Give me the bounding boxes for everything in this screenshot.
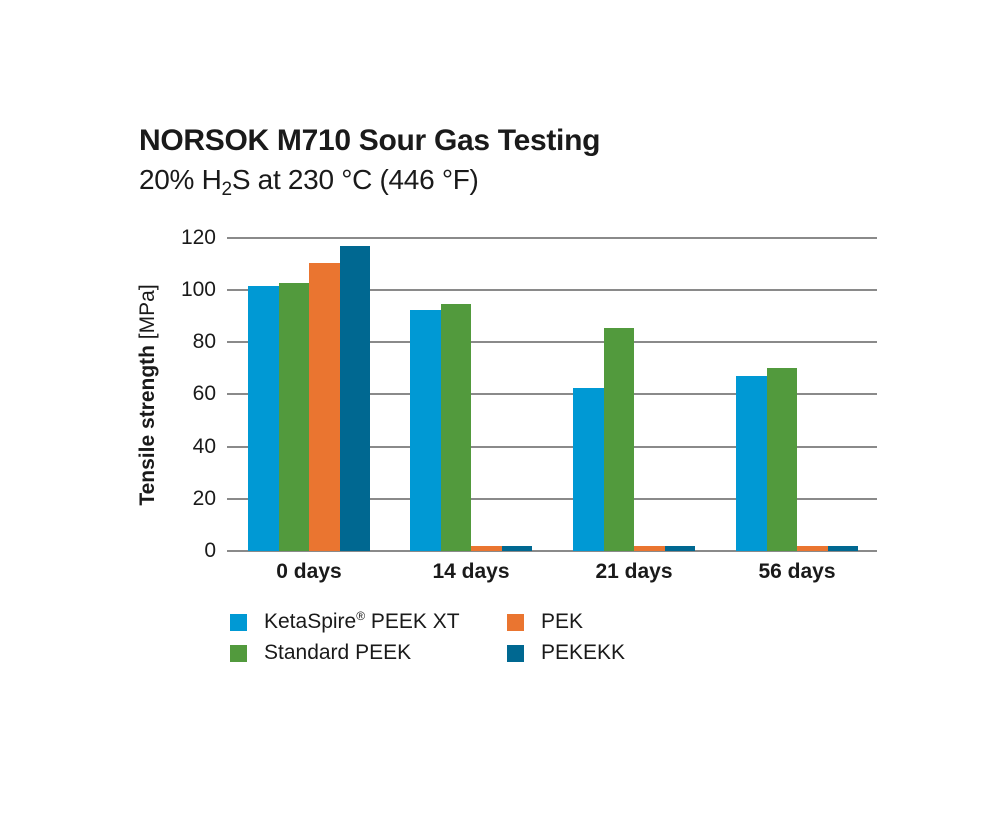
gridline xyxy=(227,550,877,552)
bar-ketaspire-peek-xt-56-days xyxy=(736,376,767,551)
bar-ketaspire-peek-xt-21-days xyxy=(573,387,604,551)
gridline xyxy=(227,289,877,291)
gridline xyxy=(227,393,877,396)
y-tick-label: 0 xyxy=(204,539,216,562)
legend-label-text: KetaSpire xyxy=(264,610,357,633)
y-tick-label: 40 xyxy=(192,434,216,458)
bar-standard-peek-14-days xyxy=(440,304,471,551)
bar-pek-0-days xyxy=(309,262,340,551)
bar-standard-peek-0-days xyxy=(278,283,309,551)
bar-ketaspire-peek-xt-0-days xyxy=(248,286,279,551)
y-tick-label: 20 xyxy=(192,486,216,510)
y-tick-label: 100 xyxy=(180,278,216,301)
gridline xyxy=(227,341,877,344)
y-axis-label: Tensile strength [MPa] xyxy=(136,284,160,505)
gridline xyxy=(227,497,877,500)
legend-swatch-pekekk xyxy=(507,644,524,662)
x-tick-label: 56 days xyxy=(758,560,836,583)
subtitle-suffix: S at 230 °C (446 °F) xyxy=(231,164,479,195)
legend-item-pekekk: PEKEKK xyxy=(507,641,625,665)
chart-subtitle: 20% H2S at 230 °C (446 °F) xyxy=(139,164,479,199)
registered-mark: ® xyxy=(356,609,366,623)
x-tick-label: 21 days xyxy=(595,560,673,583)
legend-label-pek: PEK xyxy=(541,610,584,633)
legend-item-pek: PEK xyxy=(507,610,583,634)
bar-standard-peek-56-days xyxy=(766,368,797,551)
legend-label-rest: PEEK XT xyxy=(365,610,460,633)
gridline xyxy=(227,236,877,239)
subtitle-subscript: 2 xyxy=(221,179,233,200)
legend-item-ketaspire: KetaSpire® PEEK XT xyxy=(230,610,460,634)
bar-pek-14-days xyxy=(471,545,502,551)
y-tick-label: 120 xyxy=(180,225,216,249)
x-tick-label: 0 days xyxy=(276,560,342,583)
legend-label-standard-peek: Standard PEEK xyxy=(264,641,412,664)
bar-pekekk-56-days xyxy=(827,545,858,551)
bar-pekekk-21-days xyxy=(664,545,695,551)
y-tick-label: 60 xyxy=(192,382,216,406)
y-axis-label-text: Tensile strength xyxy=(136,345,159,506)
subtitle-prefix: 20% H xyxy=(139,164,222,195)
bar-ketaspire-peek-xt-14-days xyxy=(410,309,441,551)
y-axis-label-unit: [MPa] xyxy=(136,284,159,346)
legend-item-standard-peek: Standard PEEK xyxy=(230,641,411,665)
x-tick-label: 14 days xyxy=(432,560,510,583)
legend-swatch-standard-peek xyxy=(230,644,247,662)
legend-swatch-pek xyxy=(507,613,524,631)
chart-title: NORSOK M710 Sour Gas Testing xyxy=(139,124,601,157)
bar-pek-21-days xyxy=(634,545,665,551)
bar-standard-peek-21-days xyxy=(603,327,634,551)
legend-label-pekekk: PEKEKK xyxy=(541,641,626,664)
gridline xyxy=(227,445,877,448)
y-tick-label: 80 xyxy=(192,330,216,354)
bar-pekekk-14-days xyxy=(501,545,532,551)
legend-label-ketaspire: KetaSpire® PEEK XT xyxy=(264,610,460,634)
bar-pek-56-days xyxy=(797,545,828,551)
legend-swatch-ketaspire xyxy=(230,613,247,631)
bar-pekekk-0-days xyxy=(339,245,370,551)
